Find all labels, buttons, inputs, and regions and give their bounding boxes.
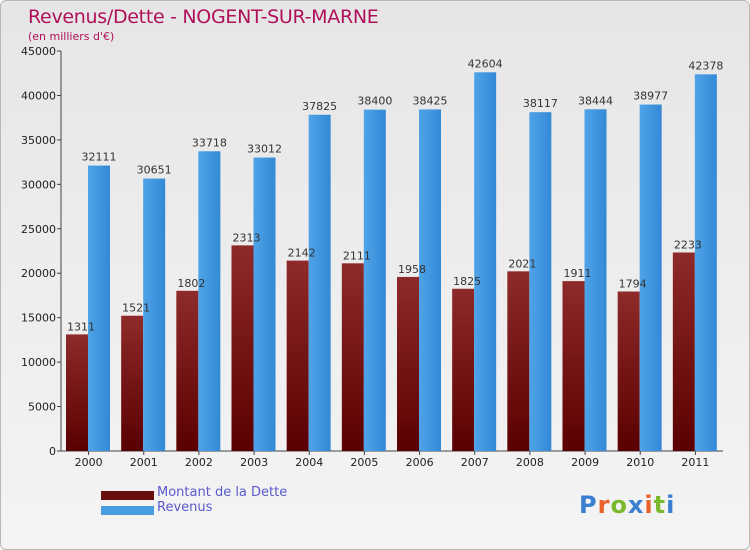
bar-dette <box>176 290 199 451</box>
bar-revenus <box>639 104 662 451</box>
x-tick-label: 2011 <box>681 456 709 469</box>
bar-dette <box>231 245 254 451</box>
bar-dette <box>507 271 530 451</box>
bar-dette <box>672 252 695 451</box>
data-label-dette: 2111 <box>343 249 371 262</box>
data-label-dette: 1911 <box>564 267 592 280</box>
bar-dette <box>617 291 640 451</box>
bar-revenus <box>88 165 110 451</box>
data-label-revenus: 42378 <box>688 59 723 72</box>
axes: 0 5000 10000 15000 20000 25000 30000 35000 40000… <box>21 45 723 469</box>
data-label-revenus: 33718 <box>192 136 227 149</box>
x-tick-label: 2005 <box>350 456 378 469</box>
logo-letter: i <box>666 491 676 519</box>
legend-swatch-dette <box>101 491 154 500</box>
data-label-dette: 1311 <box>67 320 95 333</box>
data-label-revenus: 30651 <box>137 164 172 177</box>
legend-swatch-revenus <box>101 506 154 515</box>
bar-revenus <box>584 109 607 451</box>
bar-revenus <box>419 109 441 451</box>
data-label-revenus: 37825 <box>302 100 337 113</box>
bar-revenus <box>253 157 276 451</box>
logo-letter: t <box>653 491 667 519</box>
data-label-dette: 1825 <box>453 275 481 288</box>
bar-dette <box>452 288 475 451</box>
bar-revenus <box>474 72 497 451</box>
data-label-revenus: 32111 <box>82 151 117 164</box>
logo-letter: o <box>610 491 628 519</box>
x-tick-label: 2010 <box>626 456 654 469</box>
bar-dette <box>121 315 144 451</box>
data-label-dette: 2021 <box>508 257 536 270</box>
legend-label-dette: Montant de la Dette <box>157 485 288 500</box>
x-tick-label: 2003 <box>240 456 268 469</box>
y-tick-label: 25000 <box>21 223 56 236</box>
bar-revenus <box>198 151 221 452</box>
x-tick-label: 2007 <box>461 456 489 469</box>
bar-revenus <box>363 109 386 452</box>
data-label-dette: 1521 <box>122 302 150 315</box>
x-tick-label: 2008 <box>516 456 544 469</box>
bar-dette <box>66 334 88 451</box>
bars <box>66 72 717 452</box>
data-label-dette: 2313 <box>233 231 261 244</box>
chart-subtitle: (en milliers d'€) <box>28 30 115 43</box>
bar-dette <box>562 281 585 451</box>
x-tick-label: 2001 <box>130 456 158 469</box>
data-label-revenus: 38425 <box>413 94 448 107</box>
proxiti-logo: Proxiti <box>579 491 675 519</box>
logo-letter: x <box>627 491 645 519</box>
x-tick-label: 2009 <box>571 456 599 469</box>
x-tick-label: 2000 <box>75 456 103 469</box>
y-tick-label: 0 <box>49 445 56 458</box>
data-label-revenus: 38444 <box>578 94 613 107</box>
data-label-dette: 1958 <box>398 263 426 276</box>
y-tick-label: 40000 <box>21 89 56 102</box>
y-tick-label: 30000 <box>21 178 56 191</box>
bar-dette <box>341 263 364 451</box>
logo-letter: r <box>597 491 611 519</box>
data-label-revenus: 38977 <box>633 90 668 103</box>
y-tick-label: 10000 <box>21 356 56 369</box>
x-tick-label: 2004 <box>295 456 323 469</box>
logo-letter: i <box>644 491 654 519</box>
bar-revenus <box>529 112 552 451</box>
data-label-dette: 2233 <box>674 238 702 251</box>
data-label-dette: 1794 <box>619 277 647 290</box>
data-label-revenus: 33012 <box>247 143 282 156</box>
bar-revenus <box>308 114 331 452</box>
chart-title: Revenus/Dette - NOGENT-SUR-MARNE <box>28 6 379 28</box>
y-tick-label: 5000 <box>28 401 56 414</box>
y-tick-label: 45000 <box>21 45 56 58</box>
bar-revenus <box>694 74 717 451</box>
y-tick-label: 35000 <box>21 134 56 147</box>
bar-dette <box>286 260 309 451</box>
legend-label-revenus: Revenus <box>157 500 213 515</box>
bar-revenus <box>143 178 166 451</box>
data-label-dette: 1802 <box>177 277 205 290</box>
data-labels: 1311 32111 1521 30651 1802 33718 2313 33012 2142… <box>67 57 723 333</box>
data-label-dette: 2142 <box>288 247 316 260</box>
data-label-revenus: 38117 <box>523 97 558 110</box>
x-tick-label: 2006 <box>406 456 434 469</box>
data-label-revenus: 38400 <box>357 95 392 108</box>
bar-dette <box>397 276 419 451</box>
logo-letter: P <box>579 491 598 519</box>
y-tick-label: 20000 <box>21 267 56 280</box>
data-label-revenus: 42604 <box>468 57 503 70</box>
x-tick-label: 2002 <box>185 456 213 469</box>
y-tick-label: 15000 <box>21 312 56 325</box>
